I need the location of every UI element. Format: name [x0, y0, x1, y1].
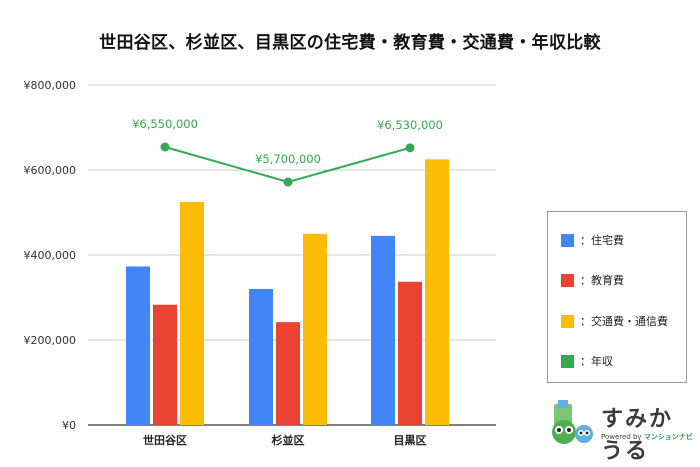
bar-2	[153, 304, 177, 425]
legend-swatch	[561, 233, 574, 247]
legend-item: ：教育費	[561, 272, 624, 288]
legend-swatch	[561, 354, 574, 368]
legend-swatch	[561, 273, 574, 287]
legend-label: ：住宅費	[580, 234, 624, 247]
sumikauru-logo: すみかうる Powered by マンションナビ	[548, 398, 693, 464]
logo-tagline: Powered by マンションナビ	[601, 433, 693, 441]
legend-label: ：交通費・通信費	[580, 315, 668, 328]
income-point	[283, 177, 293, 187]
y-tick-label: ¥800,000	[24, 79, 77, 92]
legend-label: ：教育費	[580, 274, 624, 287]
bar-1	[249, 289, 273, 425]
legend-label: ：年収	[580, 355, 613, 368]
x-category-label: 世田谷区	[143, 433, 187, 447]
x-category-label: 杉並区	[272, 433, 305, 447]
y-tick-label: ¥600,000	[24, 164, 77, 177]
bar-2	[398, 281, 422, 425]
income-data-label: ¥6,530,000	[377, 118, 443, 132]
bar-1	[126, 266, 150, 425]
legend-item: ：住宅費	[561, 232, 624, 248]
bar-3	[180, 201, 204, 425]
y-tick-label: ¥200,000	[24, 334, 77, 347]
income-point	[405, 143, 415, 153]
chart-title: 世田谷区、杉並区、目黒区の住宅費・教育費・交通費・年収比較	[99, 33, 601, 53]
income-point	[160, 142, 170, 152]
bar-1	[371, 235, 395, 425]
mascot-icon	[552, 400, 593, 444]
chart-legend: ：住宅費 ：教育費 ：交通費・通信費 ：年収	[547, 211, 687, 383]
legend-item: ：年収	[561, 353, 613, 369]
x-category-label: 目黒区	[394, 434, 427, 447]
y-tick-label: ¥400,000	[24, 249, 77, 262]
bar-2	[276, 322, 300, 425]
bar-3	[303, 233, 327, 425]
y-tick-label: ¥0	[62, 419, 76, 432]
income-data-label: ¥5,700,000	[255, 152, 321, 166]
legend-item: ：交通費・通信費	[561, 313, 668, 329]
legend-swatch	[561, 314, 574, 328]
income-data-label: ¥6,550,000	[132, 117, 198, 131]
logo-wordmark: すみかうる	[601, 407, 674, 464]
bar-3	[425, 159, 449, 425]
